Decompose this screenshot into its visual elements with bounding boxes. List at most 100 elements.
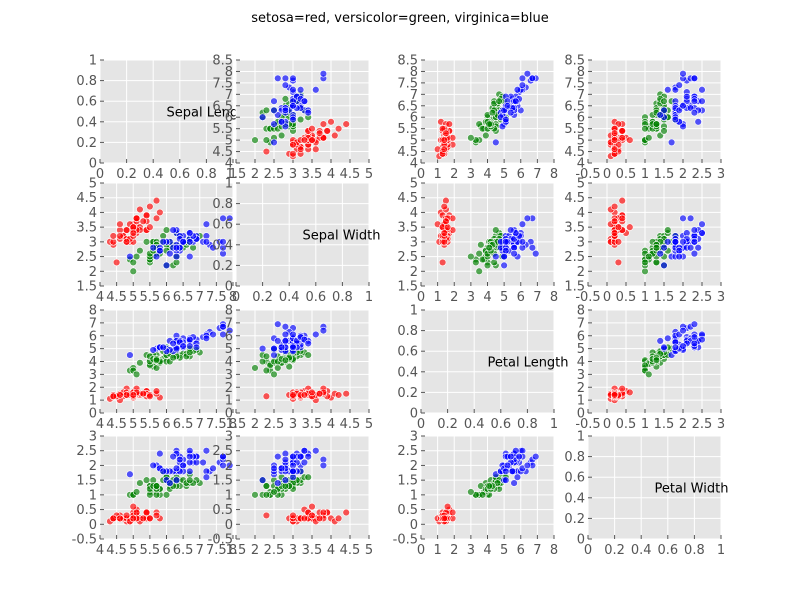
point-versicolor bbox=[152, 356, 161, 364]
y-tick-label: 6 bbox=[225, 329, 233, 344]
x-tick-label: 4 bbox=[96, 543, 104, 558]
x-tick-label: 6 bbox=[517, 167, 525, 182]
point-setosa bbox=[440, 514, 448, 523]
point-virginica bbox=[274, 479, 282, 487]
point-versicolor bbox=[281, 95, 290, 103]
x-tick-label: 1 bbox=[550, 417, 558, 432]
y-tick-label: 0.5 bbox=[212, 503, 233, 518]
point-setosa bbox=[334, 391, 343, 399]
x-tick-label: 4.5 bbox=[106, 417, 127, 432]
y-tick-label: 0.5 bbox=[76, 503, 97, 518]
panel-r3-c1: 1.5 2 2.5 3 3.5 4 4.5 5-0.500.511.522.53 bbox=[208, 430, 374, 559]
x-tick-label: 5.5 bbox=[140, 543, 161, 558]
point-setosa bbox=[289, 391, 297, 399]
point-virginica bbox=[656, 337, 664, 345]
x-tick-label: 0.6 bbox=[305, 290, 326, 305]
point-setosa bbox=[129, 514, 137, 523]
point-virginica bbox=[219, 330, 227, 339]
point-virginica bbox=[172, 344, 181, 353]
point-virginica bbox=[258, 344, 267, 353]
x-tick-label: 1.5 bbox=[226, 417, 247, 432]
x-tick-label: 0.4 bbox=[143, 167, 164, 182]
point-setosa bbox=[442, 129, 450, 137]
y-tick-label: 2 bbox=[225, 381, 233, 396]
point-virginica bbox=[172, 244, 181, 252]
x-tick-label: 1 bbox=[433, 290, 441, 305]
x-tick-label: 0.2 bbox=[604, 543, 625, 558]
point-virginica bbox=[159, 467, 167, 476]
y-tick-label: 2.5 bbox=[397, 444, 418, 459]
y-tick-label: 1.5 bbox=[76, 474, 97, 489]
y-tick-label: 1 bbox=[577, 394, 585, 409]
point-setosa bbox=[315, 514, 324, 523]
y-tick-label: 8 bbox=[577, 65, 585, 80]
point-virginica bbox=[502, 467, 510, 476]
x-tick-label: 0.6 bbox=[657, 543, 678, 558]
point-setosa bbox=[156, 208, 164, 217]
point-virginica bbox=[186, 467, 194, 476]
y-tick-label: 8 bbox=[225, 65, 233, 80]
point-virginica bbox=[671, 238, 680, 246]
y-tick-label: 0 bbox=[577, 533, 585, 548]
point-virginica bbox=[690, 97, 699, 105]
point-virginica bbox=[209, 330, 217, 339]
point-setosa bbox=[152, 214, 161, 223]
point-setosa bbox=[626, 388, 634, 397]
y-tick-label: 1.5 bbox=[397, 474, 418, 489]
point-virginica bbox=[296, 452, 305, 461]
y-tick-label: 0.5 bbox=[397, 503, 418, 518]
y-tick-label: 1 bbox=[410, 304, 418, 319]
panel-background bbox=[421, 310, 554, 413]
point-setosa bbox=[312, 145, 320, 153]
x-tick-label: -0.5 bbox=[575, 167, 600, 182]
x-tick-label: 5.5 bbox=[140, 417, 161, 432]
x-tick-label: 1 bbox=[641, 290, 649, 305]
diagonal-variable-label: Sepal Width bbox=[303, 229, 381, 244]
point-setosa bbox=[334, 514, 343, 523]
point-virginica bbox=[513, 473, 522, 481]
point-setosa bbox=[308, 388, 316, 397]
point-virginica bbox=[289, 86, 297, 94]
point-versicolor bbox=[251, 491, 259, 499]
y-tick-label: 0 bbox=[89, 157, 97, 172]
y-tick-label: 1 bbox=[89, 488, 97, 503]
point-versicolor bbox=[186, 476, 194, 484]
point-setosa bbox=[296, 145, 305, 153]
y-tick-label: 1 bbox=[577, 430, 585, 445]
point-virginica bbox=[258, 113, 267, 121]
y-tick-label: 5.5 bbox=[564, 122, 585, 137]
y-tick-label: 6 bbox=[225, 111, 233, 126]
point-virginica bbox=[281, 330, 290, 339]
point-virginica bbox=[225, 461, 234, 470]
y-tick-label: 0.6 bbox=[212, 218, 233, 233]
y-tick-label: 3 bbox=[225, 430, 233, 445]
point-setosa bbox=[122, 391, 131, 399]
y-tick-label: 4 bbox=[410, 157, 418, 172]
point-virginica bbox=[166, 249, 174, 258]
point-virginica bbox=[270, 344, 278, 353]
point-virginica bbox=[270, 138, 278, 147]
point-virginica bbox=[698, 220, 706, 228]
point-setosa bbox=[129, 391, 137, 399]
point-virginica bbox=[186, 452, 194, 461]
panel-r2-c2: 0 0.2 0.4 0.6 0.8 1 0 0.2 0.4 0.6 0.8 1 Petal Length bbox=[397, 304, 568, 433]
x-tick-label: 4.5 bbox=[106, 543, 127, 558]
y-tick-label: 3 bbox=[577, 368, 585, 383]
y-tick-label: 0 bbox=[225, 518, 233, 533]
point-virginica bbox=[192, 343, 201, 352]
x-tick-label: 5 bbox=[500, 543, 508, 558]
point-setosa bbox=[315, 389, 324, 398]
point-virginica bbox=[270, 106, 278, 115]
y-tick-label: 3 bbox=[89, 430, 97, 445]
point-setosa bbox=[308, 124, 316, 133]
point-setosa bbox=[440, 136, 448, 144]
x-tick-label: 1 bbox=[229, 167, 237, 182]
x-tick-label: 2 bbox=[450, 543, 458, 558]
point-virginica bbox=[149, 346, 157, 354]
y-tick-label: 0.4 bbox=[76, 115, 97, 130]
point-virginica bbox=[518, 74, 527, 83]
point-versicolor bbox=[488, 108, 497, 117]
